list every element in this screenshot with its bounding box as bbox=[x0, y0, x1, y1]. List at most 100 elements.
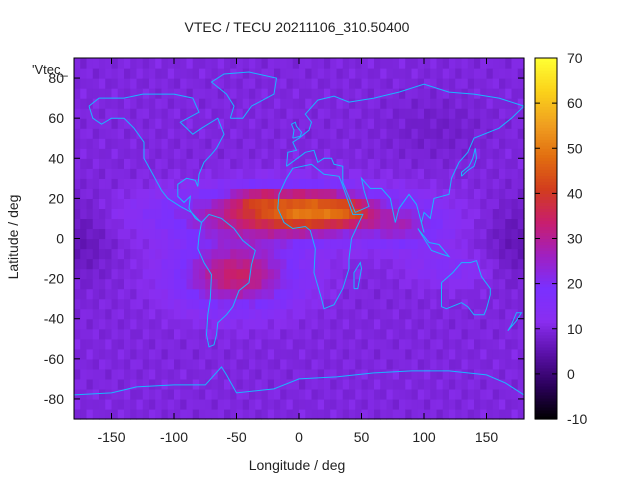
heatmap-cell bbox=[161, 98, 169, 109]
heatmap-cell bbox=[192, 398, 200, 410]
heatmap-cell bbox=[411, 398, 419, 410]
heatmap-cell bbox=[142, 268, 150, 280]
heatmap-cell bbox=[392, 288, 400, 300]
heatmap-cell bbox=[111, 338, 119, 350]
heatmap-cell bbox=[236, 218, 244, 230]
heatmap-cell bbox=[392, 258, 400, 270]
heatmap-cell bbox=[436, 338, 444, 350]
heatmap-cell bbox=[161, 328, 169, 340]
heatmap-cell bbox=[424, 278, 431, 290]
heatmap-cell bbox=[499, 338, 506, 350]
heatmap-cell bbox=[286, 138, 294, 149]
heatmap-cell bbox=[424, 218, 431, 230]
heatmap-cell bbox=[180, 368, 188, 380]
heatmap-cell bbox=[86, 128, 94, 139]
heatmap-cell bbox=[180, 78, 188, 89]
heatmap-cell bbox=[324, 98, 331, 109]
heatmap-cell bbox=[317, 188, 325, 199]
heatmap-cell bbox=[349, 108, 356, 119]
heatmap-cell bbox=[74, 348, 81, 360]
heatmap-cell bbox=[361, 118, 369, 129]
heatmap-cell bbox=[142, 348, 150, 360]
heatmap-cell bbox=[192, 408, 200, 420]
heatmap-cell bbox=[499, 78, 506, 89]
heatmap-cell bbox=[474, 128, 481, 139]
heatmap-cell bbox=[142, 228, 150, 240]
heatmap-cell bbox=[117, 218, 125, 230]
heatmap-cell bbox=[455, 88, 463, 99]
heatmap-cell bbox=[99, 408, 106, 420]
heatmap-cell bbox=[217, 288, 225, 300]
heatmap-cell bbox=[449, 358, 456, 370]
heatmap-cell bbox=[236, 408, 244, 420]
heatmap-cell bbox=[124, 178, 131, 189]
heatmap-cell bbox=[461, 108, 469, 119]
heatmap-cell bbox=[299, 98, 306, 109]
heatmap-cell bbox=[117, 128, 125, 139]
heatmap-cell bbox=[92, 218, 100, 230]
heatmap-cell bbox=[292, 388, 300, 400]
heatmap-cell bbox=[155, 128, 163, 139]
heatmap-cell bbox=[324, 208, 331, 220]
heatmap-cell bbox=[386, 198, 394, 210]
heatmap-cell bbox=[192, 258, 200, 270]
heatmap-cell bbox=[74, 188, 81, 199]
heatmap-cell bbox=[411, 68, 419, 79]
heatmap-cell bbox=[311, 288, 319, 300]
heatmap-cell bbox=[80, 158, 88, 169]
heatmap-cell bbox=[80, 58, 88, 69]
heatmap-cell bbox=[105, 108, 113, 119]
heatmap-cell bbox=[311, 398, 319, 410]
heatmap-cell bbox=[74, 98, 81, 109]
heatmap-cell bbox=[174, 98, 181, 109]
colorbar-segment bbox=[535, 298, 557, 303]
heatmap-cell bbox=[242, 388, 250, 400]
heatmap-cell bbox=[130, 388, 138, 400]
heatmap-cell bbox=[430, 248, 438, 260]
heatmap-cell bbox=[405, 138, 413, 149]
heatmap-cell bbox=[242, 218, 250, 230]
heatmap-cell bbox=[355, 118, 363, 129]
heatmap-cell bbox=[417, 318, 425, 330]
heatmap-cell bbox=[99, 238, 106, 250]
heatmap-cell bbox=[399, 298, 406, 310]
heatmap-cell bbox=[86, 88, 94, 99]
heatmap-cell bbox=[199, 378, 206, 390]
heatmap-cell bbox=[492, 98, 500, 109]
heatmap-cell bbox=[505, 318, 513, 330]
heatmap-cell bbox=[286, 348, 294, 360]
heatmap-cell bbox=[105, 158, 113, 169]
heatmap-cell bbox=[342, 198, 350, 210]
heatmap-cell bbox=[399, 378, 406, 390]
heatmap-cell bbox=[99, 318, 106, 330]
heatmap-cell bbox=[292, 298, 300, 310]
heatmap-cell bbox=[230, 178, 238, 189]
heatmap-cell bbox=[499, 178, 506, 189]
heatmap-cell bbox=[205, 158, 213, 169]
heatmap-cell bbox=[486, 258, 494, 270]
heatmap-cell bbox=[174, 178, 181, 189]
heatmap-cell bbox=[199, 68, 206, 79]
heatmap-cell bbox=[505, 188, 513, 199]
heatmap-cell bbox=[486, 388, 494, 400]
heatmap-cell bbox=[411, 258, 419, 270]
heatmap-cell bbox=[155, 58, 163, 69]
heatmap-cell bbox=[499, 198, 506, 210]
heatmap-cell bbox=[186, 288, 194, 300]
heatmap-cell bbox=[242, 258, 250, 270]
heatmap-cell bbox=[399, 148, 406, 159]
heatmap-cell bbox=[349, 178, 356, 189]
heatmap-cell bbox=[442, 258, 450, 270]
heatmap-cell bbox=[380, 68, 388, 79]
heatmap-cell bbox=[449, 58, 456, 69]
heatmap-cell bbox=[424, 108, 431, 119]
heatmap-cell bbox=[274, 328, 281, 340]
heatmap-cell bbox=[236, 308, 244, 320]
heatmap-cell bbox=[461, 148, 469, 159]
heatmap-cell bbox=[299, 108, 306, 119]
heatmap-cell bbox=[167, 58, 175, 69]
heatmap-cell bbox=[417, 168, 425, 179]
heatmap-cell bbox=[311, 338, 319, 350]
heatmap-cell bbox=[117, 318, 125, 330]
heatmap-cell bbox=[105, 178, 113, 189]
